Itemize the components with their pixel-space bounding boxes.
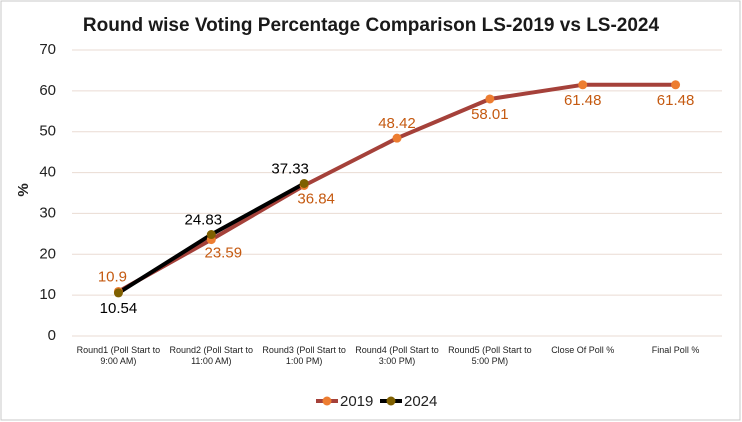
x-tick-label: Round3 (Poll Start to 1:00 PM): [262, 345, 346, 366]
y-tick-label: 40: [39, 164, 56, 181]
y-tick-label: 30: [39, 204, 56, 221]
y-tick-label: 60: [39, 82, 56, 99]
marker: [206, 230, 216, 240]
marker: [299, 178, 309, 188]
y-tick-label: 0: [48, 327, 56, 344]
data-label: 10.9: [98, 268, 127, 285]
data-label: 36.84: [297, 190, 335, 207]
y-tick-label: 70: [39, 41, 56, 58]
y-tick-label: 50: [39, 123, 56, 140]
marker: [392, 133, 402, 143]
data-label: 37.33: [271, 160, 309, 177]
chart-title: Round wise Voting Percentage Comparison …: [83, 15, 660, 36]
legend-label: 2019: [340, 393, 373, 410]
x-tick-label: Close Of Poll %: [551, 345, 615, 355]
data-label: 24.83: [185, 212, 223, 229]
y-axis-label: %: [15, 183, 32, 196]
marker: [578, 80, 588, 90]
x-tick-label: Final Poll %: [651, 345, 700, 355]
data-label: 10.54: [100, 300, 138, 317]
data-label: 58.01: [471, 106, 509, 123]
legend-marker: [386, 396, 396, 406]
data-label: 61.48: [564, 92, 602, 109]
x-tick-label: Round1 (Poll Start to 9:00 AM): [76, 345, 161, 366]
x-tick-label: Round4 (Poll Start to 3:00 PM): [355, 345, 439, 366]
data-label: 23.59: [205, 245, 243, 262]
x-tick-label: Round2 (Poll Start to 11:00 AM): [169, 345, 254, 366]
legend-marker: [322, 396, 332, 406]
legend-label: 2024: [404, 393, 437, 410]
marker: [671, 80, 681, 90]
marker: [113, 288, 123, 298]
marker: [485, 94, 495, 104]
y-tick-label: 10: [39, 286, 56, 303]
y-tick-label: 20: [39, 245, 56, 262]
data-label: 48.42: [378, 115, 416, 132]
data-label: 61.48: [657, 92, 695, 109]
x-tick-label: Round5 (Poll Start to 5:00 PM): [448, 345, 532, 366]
